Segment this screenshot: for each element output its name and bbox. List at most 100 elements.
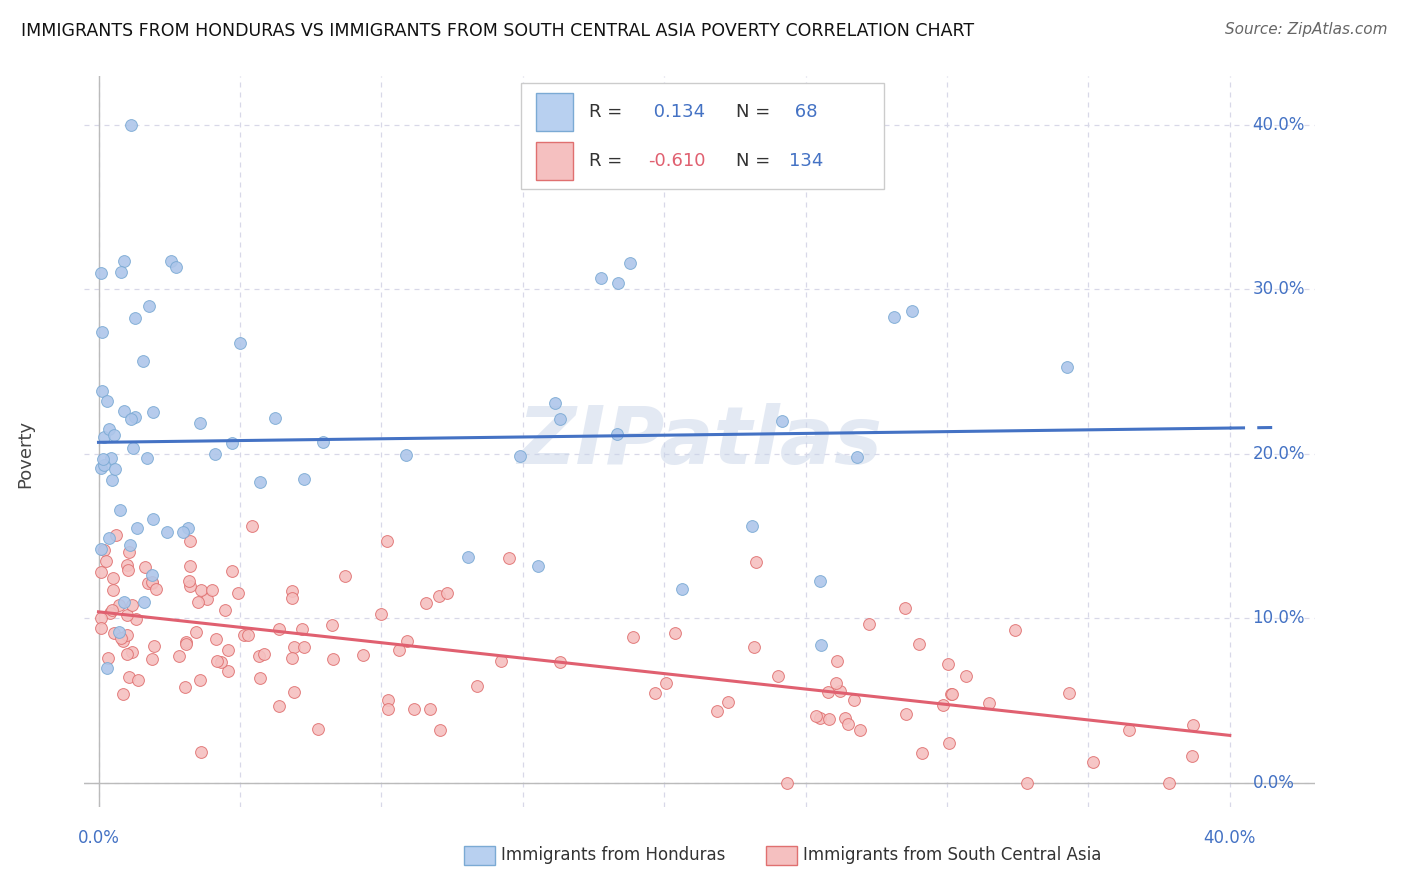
Point bbox=[333, 569, 356, 583]
Point bbox=[1118, 723, 1140, 737]
Point bbox=[142, 639, 165, 653]
Point bbox=[138, 299, 160, 313]
Text: Immigrants from Honduras: Immigrants from Honduras bbox=[501, 847, 725, 864]
Point bbox=[910, 747, 932, 761]
Point bbox=[172, 525, 194, 540]
Point bbox=[269, 622, 291, 636]
Point bbox=[436, 585, 458, 599]
Point bbox=[264, 410, 287, 425]
Point bbox=[98, 422, 121, 436]
Point bbox=[214, 603, 236, 617]
Point bbox=[217, 643, 239, 657]
Point bbox=[141, 575, 163, 590]
Point bbox=[142, 405, 165, 419]
Text: ZIPatlas: ZIPatlas bbox=[517, 402, 882, 481]
Point bbox=[160, 254, 183, 268]
Point bbox=[100, 451, 122, 466]
Point bbox=[190, 745, 212, 759]
Point bbox=[136, 576, 159, 591]
Point bbox=[204, 447, 226, 461]
Point bbox=[291, 622, 314, 636]
Point bbox=[125, 521, 148, 535]
Point bbox=[93, 458, 115, 472]
Point bbox=[292, 640, 315, 654]
Point bbox=[96, 394, 118, 409]
Point bbox=[1181, 748, 1204, 763]
Point bbox=[134, 560, 156, 574]
Point bbox=[467, 679, 489, 693]
Point bbox=[281, 651, 304, 665]
Point bbox=[655, 675, 678, 690]
Point bbox=[846, 450, 869, 465]
Point bbox=[108, 503, 131, 517]
Point bbox=[110, 265, 132, 279]
Point bbox=[818, 712, 841, 726]
Point bbox=[457, 549, 479, 564]
Point bbox=[136, 450, 159, 465]
Point bbox=[93, 543, 115, 558]
Point bbox=[112, 403, 135, 417]
Point bbox=[977, 696, 1000, 710]
Point bbox=[589, 271, 612, 285]
Point bbox=[179, 559, 201, 574]
Point bbox=[908, 637, 931, 651]
Point bbox=[108, 625, 131, 640]
Point bbox=[124, 410, 146, 425]
Point bbox=[249, 475, 271, 490]
Text: -0.610: -0.610 bbox=[648, 152, 706, 169]
Point bbox=[548, 656, 571, 670]
Point bbox=[415, 596, 437, 610]
Point bbox=[312, 434, 335, 449]
Point bbox=[1015, 775, 1038, 789]
Text: 40.0%: 40.0% bbox=[1204, 829, 1256, 847]
Point bbox=[240, 519, 263, 533]
Point bbox=[810, 638, 832, 652]
Point bbox=[93, 430, 115, 444]
Point bbox=[91, 325, 114, 339]
Point bbox=[221, 564, 243, 578]
Point bbox=[834, 711, 856, 725]
Point bbox=[117, 563, 139, 577]
Point bbox=[188, 673, 211, 687]
Point bbox=[96, 661, 118, 675]
Point bbox=[115, 608, 138, 623]
Bar bbox=[522, 83, 884, 189]
Point bbox=[858, 617, 880, 632]
Point bbox=[936, 657, 959, 671]
Point bbox=[103, 428, 125, 442]
Point bbox=[370, 607, 392, 621]
Point bbox=[395, 634, 418, 648]
Point bbox=[115, 647, 138, 661]
Point bbox=[174, 680, 197, 694]
Text: 0.0%: 0.0% bbox=[1253, 773, 1295, 791]
Point bbox=[179, 533, 201, 548]
Point bbox=[775, 775, 797, 789]
Text: Immigrants from South Central Asia: Immigrants from South Central Asia bbox=[803, 847, 1101, 864]
Point bbox=[352, 648, 374, 663]
Point bbox=[205, 654, 228, 668]
Point bbox=[395, 448, 418, 462]
Point bbox=[132, 354, 155, 368]
Point bbox=[706, 704, 728, 718]
Point bbox=[281, 583, 304, 598]
Point bbox=[716, 695, 738, 709]
Point bbox=[90, 565, 112, 579]
Point bbox=[177, 521, 200, 535]
Point bbox=[90, 610, 112, 624]
Point bbox=[101, 582, 124, 597]
Point bbox=[550, 412, 572, 426]
Point bbox=[101, 603, 124, 617]
Point bbox=[605, 426, 627, 441]
Text: N =: N = bbox=[737, 103, 776, 120]
Point bbox=[1057, 686, 1080, 700]
Point bbox=[188, 417, 211, 431]
Point bbox=[90, 542, 112, 557]
Point bbox=[742, 640, 765, 654]
Point bbox=[489, 654, 512, 668]
Point bbox=[229, 336, 252, 351]
Point bbox=[932, 698, 955, 713]
Point bbox=[292, 472, 315, 486]
Point bbox=[91, 451, 114, 466]
Point bbox=[112, 595, 135, 609]
Point bbox=[1182, 718, 1205, 732]
